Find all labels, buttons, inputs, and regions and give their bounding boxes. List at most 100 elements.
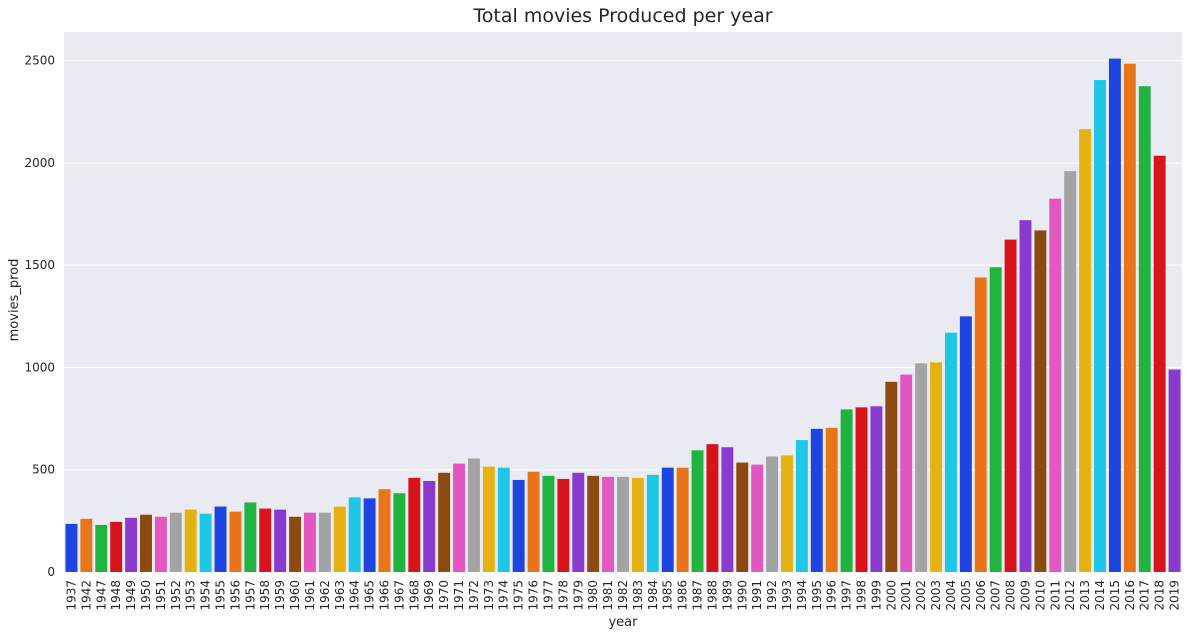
bar-2006 <box>974 277 987 572</box>
x-tick-label: 1954 <box>199 580 213 611</box>
bar-1948 <box>110 521 123 572</box>
bar-2005 <box>959 316 972 572</box>
bar-1983 <box>631 477 644 572</box>
bar-2009 <box>1019 220 1032 572</box>
bar-1953 <box>184 509 197 572</box>
x-tick-label: 2008 <box>1004 580 1018 611</box>
chart-title: Total movies Produced per year <box>472 5 772 27</box>
bar-1956 <box>229 511 242 572</box>
x-tick-label: 1978 <box>556 580 570 611</box>
x-tick-label: 1990 <box>735 580 749 611</box>
bar-1937 <box>65 523 78 572</box>
x-tick-label: 1997 <box>840 580 854 611</box>
bar-2012 <box>1064 171 1077 572</box>
bar-1990 <box>736 462 749 572</box>
x-tick-label: 2005 <box>959 580 973 611</box>
x-tick-label: 2006 <box>974 580 988 611</box>
bar-1982 <box>617 476 629 572</box>
bar-2016 <box>1123 63 1136 573</box>
bars <box>65 58 1181 573</box>
bar-1952 <box>169 512 182 572</box>
x-tick-label: 1994 <box>795 580 809 611</box>
bar-1994 <box>795 440 808 572</box>
bar-2015 <box>1108 58 1121 573</box>
x-tick-label: 1985 <box>661 580 675 611</box>
x-tick-label: 1948 <box>109 580 123 611</box>
bar-1950 <box>140 514 152 572</box>
x-tick-label: 1981 <box>601 580 615 611</box>
y-tick-label: 2500 <box>24 54 55 68</box>
bar-2011 <box>1049 198 1062 573</box>
x-tick-label: 1942 <box>79 580 93 611</box>
bar-2001 <box>900 374 913 572</box>
bar-1951 <box>154 516 167 572</box>
bar-1957 <box>244 502 257 572</box>
x-tick-label: 2009 <box>1018 580 1032 611</box>
x-tick-label: 1949 <box>124 580 138 611</box>
x-tick-label: 2012 <box>1063 580 1077 611</box>
x-tick-label: 1979 <box>571 580 585 611</box>
x-tick-label: 1995 <box>810 580 824 611</box>
bar-1955 <box>214 506 227 572</box>
bar-1969 <box>423 480 436 572</box>
y-tick-label: 500 <box>32 463 55 477</box>
bar-2019 <box>1168 369 1181 572</box>
x-tick-label: 2018 <box>1153 580 1167 611</box>
bar-2000 <box>885 381 898 572</box>
x-tick-label: 1972 <box>467 580 481 611</box>
x-tick-label: 1996 <box>825 580 839 611</box>
bar-1976 <box>527 471 540 572</box>
x-tick-label: 2017 <box>1138 580 1152 611</box>
y-axis-ticks: 0 500 1000 1500 2000 2500 <box>24 54 55 579</box>
x-tick-label: 1973 <box>482 580 496 611</box>
bar-1947 <box>95 524 108 572</box>
bar-1989 <box>721 447 734 572</box>
x-tick-label: 1951 <box>154 580 168 611</box>
x-tick-label: 1955 <box>214 580 228 611</box>
bar-1992 <box>766 456 779 572</box>
bar-2013 <box>1079 129 1092 572</box>
bar-1958 <box>259 508 272 572</box>
bar-1998 <box>855 407 868 572</box>
x-tick-label: 1950 <box>139 580 153 611</box>
bar-2004 <box>944 332 957 572</box>
bar-1999 <box>870 406 883 572</box>
x-tick-label: 1970 <box>437 580 451 611</box>
x-tick-label: 1977 <box>541 580 555 611</box>
x-tick-label: 1974 <box>497 580 511 611</box>
bar-1984 <box>646 474 659 572</box>
bar-1965 <box>363 498 376 572</box>
x-tick-label: 1998 <box>855 580 869 611</box>
bar-1964 <box>348 497 361 572</box>
x-tick-label: 2014 <box>1093 580 1107 611</box>
x-tick-label: 2016 <box>1123 580 1137 611</box>
x-tick-label: 1965 <box>363 580 377 611</box>
bar-2014 <box>1094 80 1106 573</box>
x-tick-label: 2013 <box>1078 580 1092 611</box>
x-tick-label: 1986 <box>676 580 690 611</box>
bar-1959 <box>274 509 287 572</box>
bar-1977 <box>542 475 555 572</box>
bar-1995 <box>810 428 823 572</box>
x-tick-label: 2019 <box>1168 580 1182 611</box>
x-tick-label: 1982 <box>616 580 630 611</box>
x-tick-label: 1989 <box>720 580 734 611</box>
x-tick-label: 2011 <box>1048 580 1062 611</box>
x-tick-label: 2000 <box>884 580 898 611</box>
x-tick-label: 2007 <box>989 580 1003 611</box>
x-tick-label: 2001 <box>899 580 913 611</box>
bar-1997 <box>840 409 853 572</box>
bar-1972 <box>467 458 480 572</box>
x-tick-label: 1992 <box>765 580 779 611</box>
bar-1963 <box>333 506 346 572</box>
x-axis-ticks: 1937 1942 1947 1948 1949 1950 1951 1952 1953 1954… <box>64 580 1181 611</box>
bar-1993 <box>781 455 793 572</box>
x-tick-label: 1980 <box>586 580 600 611</box>
bar-1966 <box>378 489 391 572</box>
x-tick-label: 1966 <box>377 580 391 611</box>
x-tick-label: 2010 <box>1033 580 1047 611</box>
bar-1954 <box>199 513 212 572</box>
bar-1970 <box>438 472 451 572</box>
bar-2002 <box>915 363 928 572</box>
x-tick-label: 1947 <box>94 580 108 611</box>
